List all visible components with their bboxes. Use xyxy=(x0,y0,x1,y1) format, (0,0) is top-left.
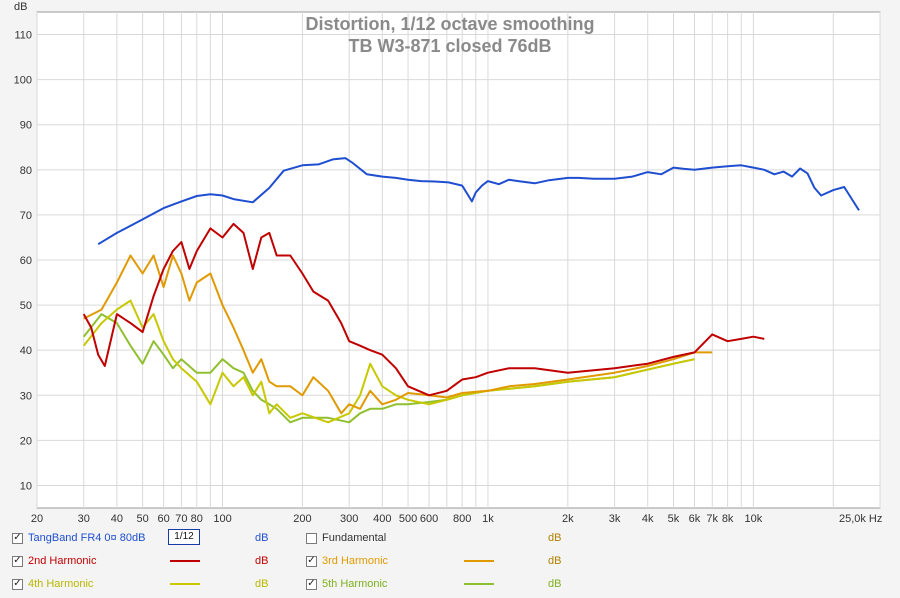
x-tick-label: 50 xyxy=(136,513,148,525)
y-tick-label: 90 xyxy=(20,120,32,132)
series-lines xyxy=(82,157,860,424)
legend-unit-3rd-harmonic: dB xyxy=(548,555,562,567)
legend-item-2nd-harmonic[interactable]: ✓ 2nd Harmonic xyxy=(12,551,96,571)
series-line-3 xyxy=(82,299,695,424)
checkbox-fundamental[interactable] xyxy=(306,532,317,544)
x-tick-label: 600 xyxy=(420,513,438,525)
x-tick-label: 3k xyxy=(609,513,621,525)
legend-label-5th-harmonic: 5th Harmonic xyxy=(322,578,388,590)
y-tick-label: 40 xyxy=(20,345,32,357)
checkbox-2nd-harmonic[interactable]: ✓ xyxy=(12,555,23,567)
series-line-0 xyxy=(97,157,860,246)
series-line-1 xyxy=(82,222,765,397)
x-tick-label: 30 xyxy=(78,513,90,525)
legend-panel: ✓ TangBand FR4 0¤ 80dB 1/12 dB Fundament… xyxy=(8,526,896,596)
x-tick-label: 20 xyxy=(31,513,43,525)
x-tick-label: 70 xyxy=(175,513,187,525)
legend-swatch-3rd-harmonic xyxy=(464,560,494,562)
x-tick-label: 25,0k Hz xyxy=(839,513,882,525)
legend-label-tangband: TangBand FR4 0¤ 80dB xyxy=(28,532,146,544)
y-axis-label: dB xyxy=(14,1,27,13)
x-tick-label: 4k xyxy=(642,513,654,525)
smoothing-indicator[interactable]: 1/12 xyxy=(168,529,200,545)
x-tick-label: 1k xyxy=(482,513,494,525)
x-tick-label: 100 xyxy=(213,513,231,525)
legend-label-3rd-harmonic: 3rd Harmonic xyxy=(322,555,389,567)
x-tick-label: 40 xyxy=(111,513,123,525)
legend-unit-4th-harmonic: dB xyxy=(255,578,269,590)
chart-title: Distortion, 1/12 octave smoothing xyxy=(305,14,594,34)
legend-swatch-5th-harmonic xyxy=(464,583,494,585)
y-tick-label: 60 xyxy=(20,255,32,267)
legend-label-fundamental: Fundamental xyxy=(322,532,387,544)
y-tick-label: 70 xyxy=(20,210,32,222)
x-tick-label: 2k xyxy=(562,513,574,525)
x-tick-label: 6k xyxy=(689,513,701,525)
y-tick-label: 110 xyxy=(14,30,32,42)
y-tick-labels: 10 20 30 40 50 60 70 80 90 100 110 xyxy=(14,30,32,493)
x-tick-label: 7k xyxy=(706,513,718,525)
chart-subtitle: TB W3-871 closed 76dB xyxy=(348,36,551,56)
y-tick-label: 100 xyxy=(14,75,32,87)
x-tick-label: 60 xyxy=(158,513,170,525)
legend-unit-5th-harmonic: dB xyxy=(548,578,562,590)
legend-item-3rd-harmonic[interactable]: ✓ 3rd Harmonic xyxy=(306,551,388,571)
legend-label-2nd-harmonic: 2nd Harmonic xyxy=(28,555,97,567)
x-tick-label: 8k xyxy=(722,513,734,525)
checkbox-tangband[interactable]: ✓ xyxy=(12,532,23,544)
legend-unit-fundamental: dB xyxy=(548,532,562,544)
legend-item-4th-harmonic[interactable]: ✓ 4th Harmonic xyxy=(12,574,93,594)
x-tick-label: 5k xyxy=(668,513,680,525)
series-line-2 xyxy=(83,254,713,415)
x-tick-labels: 20 30 40 50 60 70 80 100 200 300 400 500 600 800 1k 2k 3… xyxy=(31,513,883,525)
x-tick-label: 500 xyxy=(399,513,417,525)
grid-lines xyxy=(36,12,881,508)
x-tick-label: 300 xyxy=(340,513,358,525)
x-tick-label: 800 xyxy=(453,513,471,525)
checkbox-4th-harmonic[interactable]: ✓ xyxy=(12,578,23,590)
y-tick-label: 10 xyxy=(20,480,32,492)
x-tick-label: 200 xyxy=(293,513,311,525)
legend-swatch-4th-harmonic xyxy=(170,583,200,585)
checkbox-5th-harmonic[interactable]: ✓ xyxy=(306,578,317,590)
x-tick-label: 80 xyxy=(191,513,203,525)
x-tick-label: 10k xyxy=(744,513,762,525)
legend-unit-tangband: dB xyxy=(255,532,269,544)
legend-item-tangband[interactable]: ✓ TangBand FR4 0¤ 80dB xyxy=(12,528,145,548)
legend-unit-2nd-harmonic: dB xyxy=(255,555,269,567)
checkbox-3rd-harmonic[interactable]: ✓ xyxy=(306,555,317,567)
legend-label-4th-harmonic: 4th Harmonic xyxy=(28,578,94,590)
legend-swatch-2nd-harmonic xyxy=(170,560,200,562)
y-tick-label: 80 xyxy=(20,165,32,177)
legend-item-5th-harmonic[interactable]: ✓ 5th Harmonic xyxy=(306,574,387,594)
y-tick-label: 20 xyxy=(20,435,32,447)
y-tick-label: 30 xyxy=(20,390,32,402)
x-tick-label: 400 xyxy=(373,513,391,525)
y-tick-label: 50 xyxy=(20,300,32,312)
legend-item-fundamental[interactable]: Fundamental xyxy=(306,528,386,548)
